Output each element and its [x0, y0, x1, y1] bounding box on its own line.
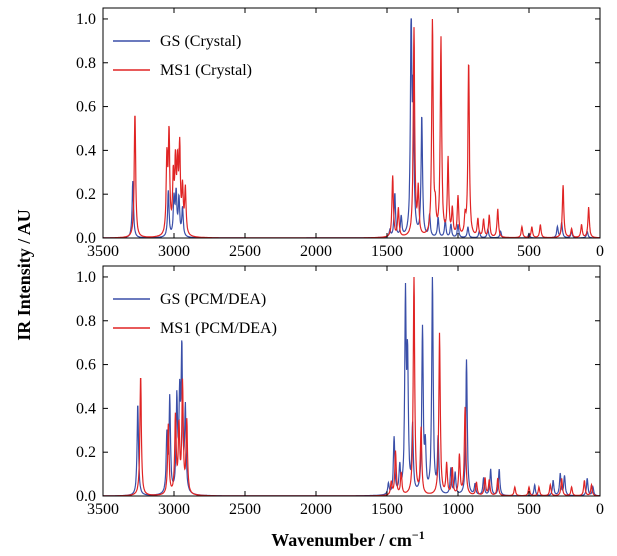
- x-tick-label: 3500: [87, 243, 119, 260]
- series-line-ms1: [103, 276, 600, 496]
- legend-label: MS1 (Crystal): [160, 62, 252, 79]
- panel-2: 3500 3000 2500 2000 1500 1000 500 0 0.0 0.2 0.4 0.6…: [76, 265, 604, 518]
- x-tick-label: 3000: [158, 243, 190, 260]
- legend: GS (Crystal) MS1 (Crystal): [113, 33, 252, 79]
- x-tick-label: 1500: [371, 243, 403, 260]
- y-tick-label: 0.8: [76, 55, 96, 72]
- y-tick-label: 0.2: [76, 444, 96, 461]
- x-tick-label: 500: [517, 243, 541, 260]
- legend: GS (PCM/DEA) MS1 (PCM/DEA): [113, 291, 277, 337]
- x-axis-title-superscript: −1: [412, 528, 425, 542]
- legend-label: GS (Crystal): [160, 33, 241, 50]
- panel-1: 3500 3000 2500 2000 1500 1000 500 0 0.0 0.2 0.4 0.6…: [76, 7, 604, 260]
- y-tick-label: 0.8: [76, 313, 96, 330]
- plot-frame: [102, 7, 601, 239]
- chart-panels: 3500 3000 2500 2000 1500 1000 500 0 0.0 0.2 0.4 0.6…: [76, 7, 604, 518]
- x-tick-label: 2000: [300, 501, 332, 518]
- y-tick-label: 0.2: [76, 186, 96, 203]
- x-axis-title-text: Wavenumber / cm: [271, 530, 412, 550]
- legend-label: MS1 (PCM/DEA): [160, 320, 277, 337]
- x-tick-label: 0: [596, 501, 604, 518]
- x-tick-label: 1500: [371, 501, 403, 518]
- x-tick-label: 2500: [229, 501, 261, 518]
- legend-label: GS (PCM/DEA): [160, 291, 266, 308]
- x-tick-label: 3500: [87, 501, 119, 518]
- x-tick-label: 1000: [442, 501, 474, 518]
- x-tick-label: 0: [596, 243, 604, 260]
- y-tick-label: 0.4: [76, 142, 96, 159]
- x-tick-label: 2500: [229, 243, 261, 260]
- y-tick-label: 1.0: [76, 11, 96, 28]
- x-tick-label: 2000: [300, 243, 332, 260]
- series-line-ms1: [103, 18, 600, 238]
- y-tick-label: 0.0: [76, 488, 96, 505]
- x-tick-label: 500: [517, 501, 541, 518]
- y-tick-label: 1.0: [76, 269, 96, 286]
- y-tick-label: 0.6: [76, 357, 96, 374]
- plot-frame: [102, 265, 601, 497]
- y-axis-title: IR Intensity / AU: [14, 209, 34, 341]
- series-line-gs: [103, 18, 600, 238]
- x-axis-title: Wavenumber / cm−1: [271, 528, 425, 550]
- y-tick-label: 0.0: [76, 230, 96, 247]
- x-tick-label: 1000: [442, 243, 474, 260]
- y-tick-label: 0.4: [76, 400, 96, 417]
- x-tick-label: 3000: [158, 501, 190, 518]
- y-tick-label: 0.6: [76, 99, 96, 116]
